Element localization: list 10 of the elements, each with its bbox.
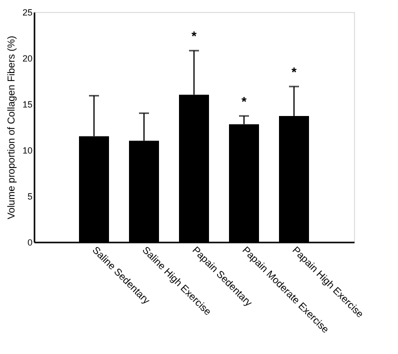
annotation: * <box>191 28 198 44</box>
y-axis-title: Volume proportion of Collagen Fibers (%) <box>6 36 18 220</box>
annotation: * <box>291 64 298 80</box>
y-tick-label: 5 <box>27 192 32 202</box>
y-tick-label: 15 <box>22 100 32 110</box>
y-tick-label: 0 <box>27 238 32 248</box>
y-tick-label: 20 <box>22 54 32 64</box>
y-tick-label: 25 <box>22 8 32 18</box>
annotation: * <box>241 94 248 109</box>
y-tick-label: 10 <box>22 146 32 156</box>
